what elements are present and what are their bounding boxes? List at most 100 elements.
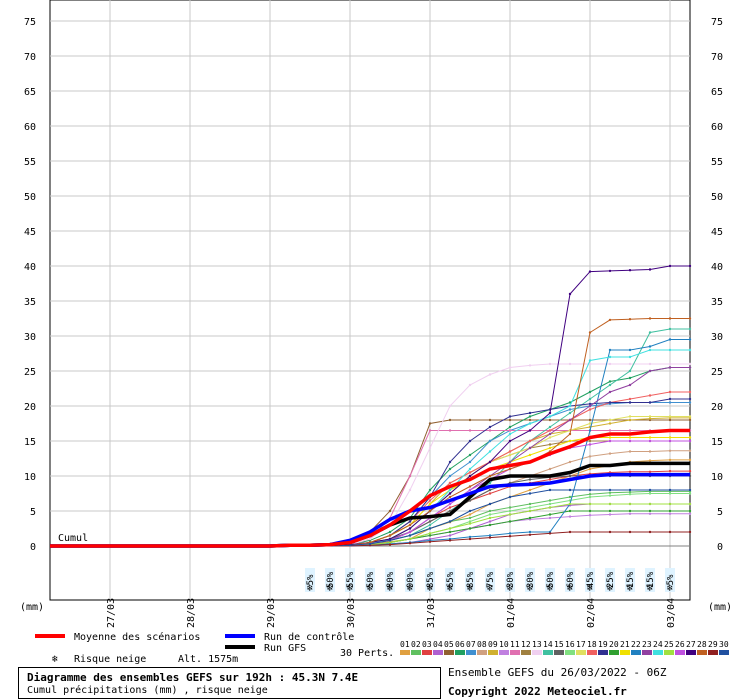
series-point bbox=[608, 530, 612, 534]
series-point bbox=[668, 436, 672, 439]
series-point bbox=[628, 348, 632, 352]
series-point bbox=[388, 509, 392, 513]
legend-pert-swatch bbox=[565, 650, 575, 655]
series-point bbox=[468, 513, 472, 516]
series-point bbox=[628, 436, 632, 439]
snow-risk-bar bbox=[305, 568, 315, 592]
series-point bbox=[548, 506, 552, 509]
series-point bbox=[608, 491, 612, 494]
x-axis: 27/03 28/03 29/03 30/03 31/03 01/04 02/04 03/04 bbox=[106, 598, 677, 628]
series-point bbox=[688, 449, 692, 452]
snow-risk-value: 5% bbox=[306, 574, 316, 585]
snow-risk-bar bbox=[485, 568, 495, 592]
snow-risk-value: 75% bbox=[486, 571, 496, 588]
series-point bbox=[408, 488, 412, 492]
series-point bbox=[588, 509, 592, 513]
series-point bbox=[528, 516, 532, 520]
series-point bbox=[528, 488, 532, 492]
legend-pert-swatch bbox=[642, 650, 652, 655]
snowflake-icon: ❄ bbox=[627, 583, 634, 594]
series-point bbox=[568, 502, 572, 506]
legend-pert-swatch bbox=[631, 650, 641, 655]
series-point bbox=[528, 478, 532, 481]
legend-pert-swatch bbox=[499, 650, 509, 655]
series-point bbox=[668, 317, 672, 320]
snowflake-icon: ❄ bbox=[307, 583, 314, 594]
snow-risk-value: 90% bbox=[406, 571, 416, 588]
snowflake-icon: ❄ bbox=[527, 583, 534, 594]
series-point bbox=[448, 495, 452, 499]
series-point bbox=[368, 542, 372, 546]
series-point bbox=[468, 527, 472, 530]
snow-risk-value: 15% bbox=[626, 571, 636, 588]
legend-pert-swatch bbox=[697, 650, 707, 655]
snowflake-icon: ❄ bbox=[567, 583, 574, 594]
legend-mean-label: Moyenne des scénarios bbox=[74, 631, 200, 643]
series-point bbox=[488, 523, 492, 527]
series-point bbox=[588, 397, 592, 401]
legend-pert-number: 27 bbox=[686, 640, 696, 649]
series-point bbox=[588, 455, 592, 458]
series-point bbox=[468, 460, 472, 464]
series-point bbox=[628, 509, 632, 513]
series-point bbox=[648, 439, 652, 443]
series-point bbox=[588, 408, 592, 411]
series-point bbox=[668, 512, 672, 515]
legend: Moyenne des scénarios Run de contrôleRun … bbox=[35, 631, 729, 665]
series-point bbox=[528, 439, 532, 443]
series-point bbox=[508, 366, 512, 369]
series-point bbox=[588, 502, 592, 506]
y-tick-label: 20 bbox=[24, 402, 36, 413]
series-point bbox=[628, 493, 632, 496]
y-tick-label: 30 bbox=[24, 332, 36, 343]
series-point bbox=[488, 460, 492, 464]
series-point bbox=[548, 499, 552, 502]
y-tick-label: 60 bbox=[24, 122, 36, 133]
snow-risk-bar bbox=[645, 568, 655, 592]
legend-pert-swatch bbox=[576, 650, 586, 655]
x-tick-label: 29/03 bbox=[266, 598, 277, 628]
y-axis-label-left: (mm) bbox=[20, 602, 44, 613]
series-point bbox=[428, 520, 432, 523]
y-tick-label: 20 bbox=[711, 402, 723, 413]
y-tick-label: 15 bbox=[24, 437, 36, 448]
series-point bbox=[488, 429, 492, 432]
series-point bbox=[508, 506, 512, 509]
series-point bbox=[408, 537, 412, 541]
series-point bbox=[428, 523, 432, 527]
series-point bbox=[528, 446, 532, 450]
series-point bbox=[608, 436, 612, 439]
series-point bbox=[528, 411, 532, 415]
snow-risk-bar bbox=[605, 568, 615, 592]
series-point bbox=[688, 458, 692, 462]
series-point bbox=[528, 502, 532, 506]
series-point bbox=[688, 488, 692, 492]
snowflake-icon: ❄ bbox=[347, 583, 354, 594]
series-point bbox=[648, 345, 652, 348]
series-point bbox=[668, 458, 672, 462]
series-point bbox=[588, 331, 592, 334]
footer-subtitle: Cumul précipitations (mm) , risque neige bbox=[27, 685, 268, 696]
series-point bbox=[608, 418, 612, 422]
snow-risk-value: 85% bbox=[466, 571, 476, 588]
series-point bbox=[488, 516, 492, 520]
series-point bbox=[608, 429, 612, 432]
series-point bbox=[528, 429, 532, 432]
series-point bbox=[448, 502, 452, 506]
series-point bbox=[688, 338, 692, 341]
series-point bbox=[648, 530, 652, 534]
series-point bbox=[548, 478, 552, 481]
series-point bbox=[628, 490, 632, 494]
y-tick-label: 0 bbox=[30, 542, 36, 553]
snow-risk-bar bbox=[585, 568, 595, 592]
series-point bbox=[628, 397, 632, 401]
legend-pert-number: 09 bbox=[488, 640, 498, 649]
series-point bbox=[508, 460, 512, 464]
series-point bbox=[628, 318, 632, 321]
series-point bbox=[668, 264, 672, 268]
legend-pert-swatch bbox=[708, 650, 718, 655]
series-point bbox=[588, 495, 592, 499]
snow-risk-bar bbox=[445, 568, 455, 592]
series-point bbox=[468, 516, 472, 520]
series-point bbox=[468, 485, 472, 488]
